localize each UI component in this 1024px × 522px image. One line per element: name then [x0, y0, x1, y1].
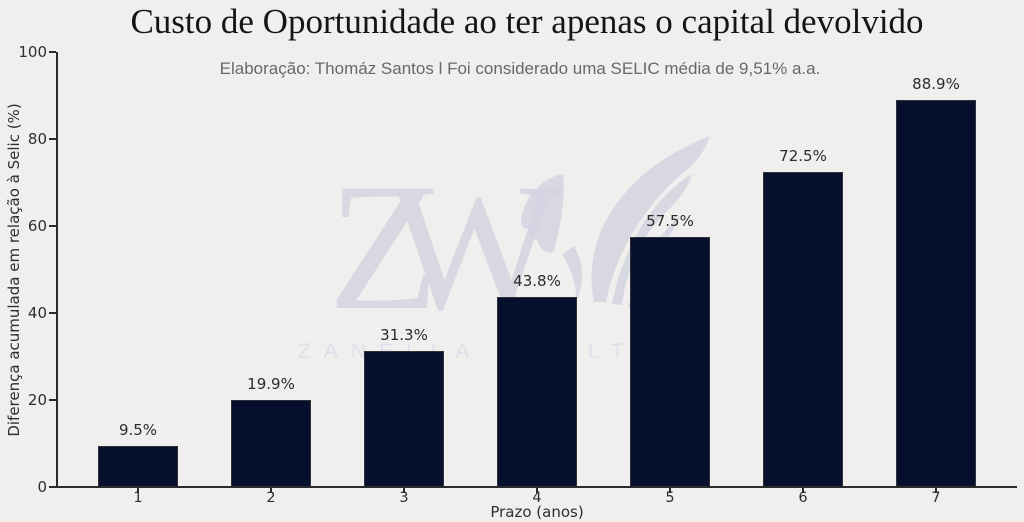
y-tick-mark: [49, 225, 56, 227]
bar-value-label: 43.8%: [513, 271, 561, 290]
watermark-monogram: Z W: [328, 147, 560, 348]
x-tick-mark: [802, 488, 804, 493]
bar-year-5: [630, 236, 710, 487]
x-tick-label: 2: [266, 490, 276, 506]
bar-value-label: 57.5%: [646, 211, 694, 230]
bar-year-2: [231, 400, 311, 487]
x-tick-label: 6: [798, 490, 808, 506]
bar-value-label: 31.3%: [380, 325, 428, 344]
bar-value-label: 19.9%: [247, 375, 295, 394]
y-tick-label: 80: [27, 130, 47, 148]
x-tick-label: 3: [399, 490, 409, 506]
x-tick-label: 4: [532, 490, 542, 506]
y-tick-label: 20: [27, 391, 47, 409]
y-axis-label: Diferença acumulada em relação à Selic (…: [5, 103, 23, 437]
chart-title: Custo de Oportunidade ao ter apenas o ca…: [130, 2, 924, 41]
bar-year-6: [763, 171, 843, 487]
y-tick-mark: [49, 486, 56, 488]
x-tick-mark: [935, 488, 937, 493]
wing-feather-2: [612, 174, 692, 305]
bar-value-label: 72.5%: [779, 146, 827, 165]
y-tick-mark: [49, 312, 56, 314]
bar-year-1: [98, 445, 178, 487]
x-tick-mark: [536, 488, 538, 493]
y-tick-label: 60: [27, 217, 47, 235]
bar-value-label: 9.5%: [118, 420, 158, 439]
x-tick-mark: [669, 488, 671, 493]
x-tick-label: 5: [665, 490, 675, 506]
y-tick-mark: [49, 51, 56, 53]
bar-year-3: [364, 350, 444, 487]
y-tick-label: 40: [27, 304, 47, 322]
x-axis-label: Prazo (anos): [490, 503, 584, 521]
wing-feather-1: [591, 136, 710, 302]
x-tick-mark: [270, 488, 272, 493]
chart-subtitle: Elaboração: Thomáz Santos l Foi consider…: [219, 59, 821, 78]
y-axis-spine: [56, 52, 58, 487]
bar-value-label: 88.9%: [912, 75, 960, 94]
x-tick-mark: [137, 488, 139, 493]
plot-area: Z W ZANELLA WEALTH 9.5% 1 19.9% 2 31.3% 3 43.8…: [18, 43, 1017, 506]
y-tick-mark: [49, 138, 56, 140]
watermark-letter-z: Z: [328, 147, 439, 348]
x-tick-mark: [403, 488, 405, 493]
eagle-head-icon: [520, 174, 564, 253]
y-tick-label: 0: [37, 478, 47, 496]
bar-year-7: [896, 100, 976, 487]
y-tick-label: 100: [18, 43, 47, 61]
bar-year-4: [497, 296, 577, 487]
x-axis-spine: [56, 486, 1017, 488]
x-tick-label: 7: [931, 490, 941, 506]
y-tick-mark: [49, 399, 56, 401]
eagle-neck-icon: [562, 246, 583, 302]
watermark-wordmark: ZANELLA WEALTH: [298, 340, 652, 363]
x-tick-label: 1: [133, 490, 143, 506]
